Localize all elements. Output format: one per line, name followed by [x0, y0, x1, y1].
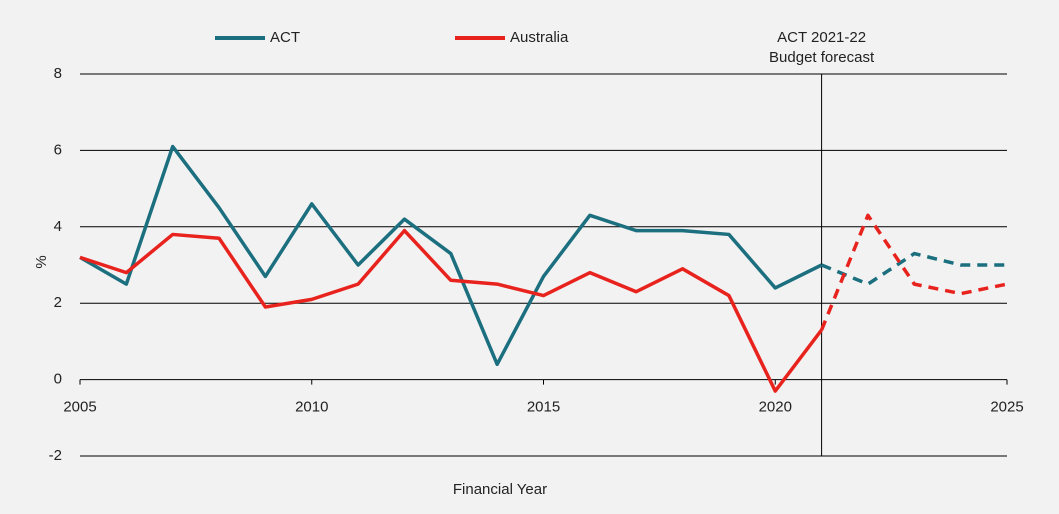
forecast-line [820, 251, 1007, 286]
y-tick-label: 2 [54, 294, 62, 311]
y-tick-label: 0 [54, 371, 62, 388]
x-tick-label: 2005 [63, 399, 96, 416]
x-tick-label: 2015 [527, 399, 560, 416]
y-tick-label: 4 [54, 218, 62, 235]
legend-label: Australia [510, 29, 569, 46]
y-tick-label: 6 [54, 141, 62, 158]
x-tick-label: 2010 [295, 399, 328, 416]
y-axis-label: % [33, 255, 50, 268]
y-tick-label: -2 [49, 447, 62, 464]
series-line [79, 144, 823, 367]
series-line [79, 228, 823, 393]
x-tick-label: 2020 [759, 399, 792, 416]
y-tick-label: 8 [54, 65, 62, 82]
annotation: Budget forecast [769, 49, 875, 66]
forecast-line [819, 213, 1008, 331]
legend-label: ACT [270, 29, 300, 46]
annotation: ACT 2021-22 [777, 29, 866, 46]
x-tick-label: 2025 [990, 399, 1023, 416]
x-axis-label: Financial Year [453, 481, 547, 498]
